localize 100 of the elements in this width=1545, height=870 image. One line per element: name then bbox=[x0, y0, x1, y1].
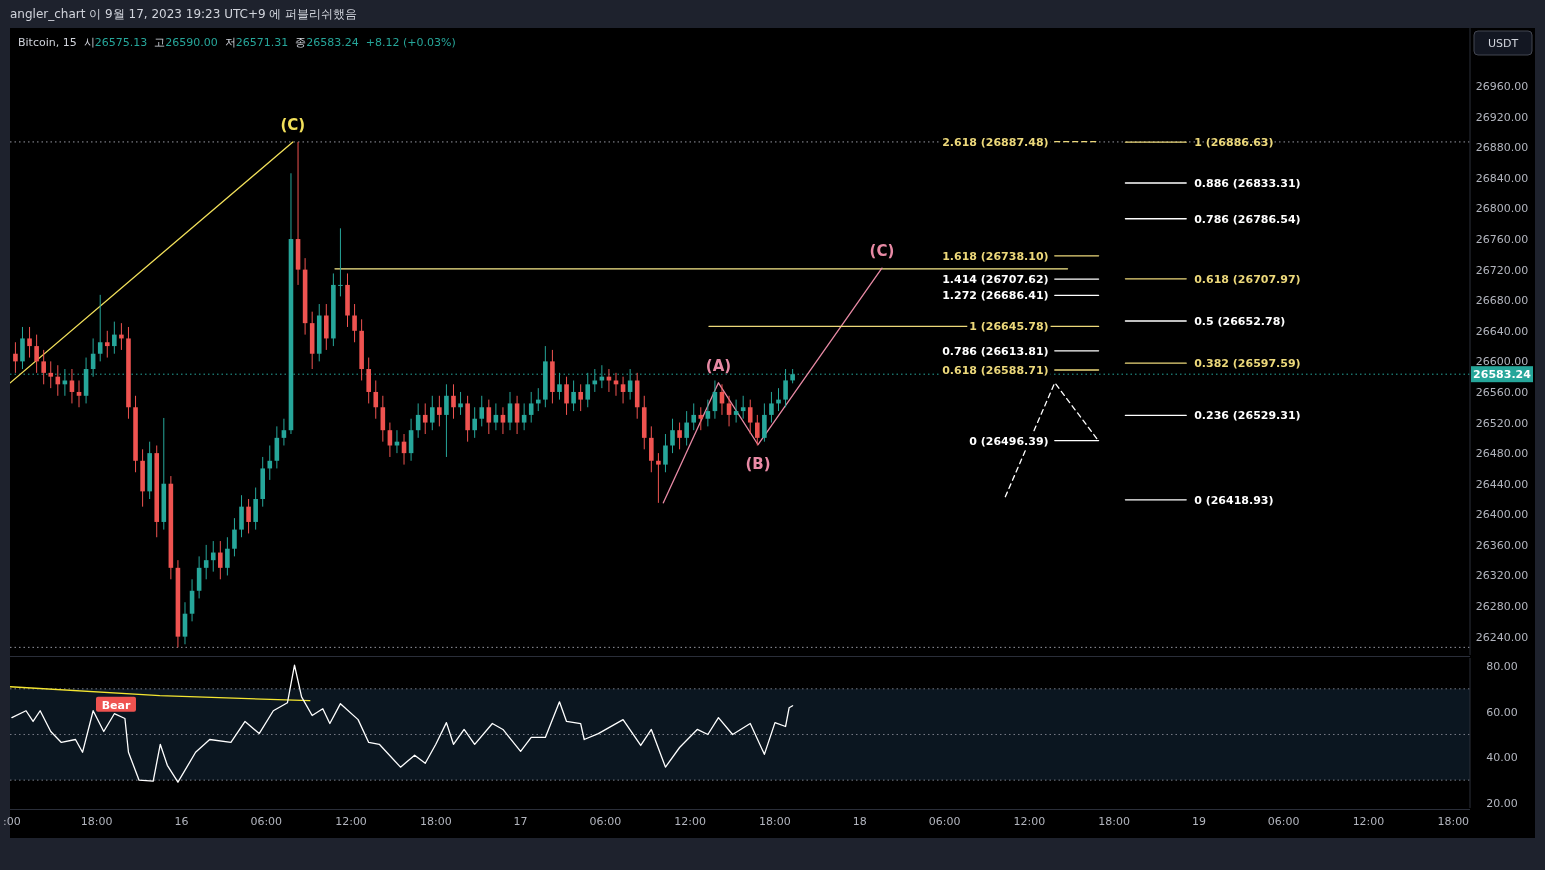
y-tick-label: 26480.00 bbox=[1475, 447, 1529, 461]
candlestick bbox=[670, 418, 675, 454]
x-tick-label: 06:00 bbox=[589, 815, 622, 828]
candlestick bbox=[422, 402, 428, 435]
candlestick bbox=[218, 540, 223, 580]
candlestick bbox=[210, 540, 216, 573]
y-tick-label: 26560.00 bbox=[1475, 385, 1529, 399]
y-tick-label: 26400.00 bbox=[1475, 508, 1529, 522]
y-tick-label: 26640.00 bbox=[1475, 324, 1529, 338]
annotation: (C) bbox=[280, 115, 306, 134]
candlestick bbox=[663, 433, 668, 473]
candlestick bbox=[649, 425, 654, 473]
annotation: (A) bbox=[705, 356, 732, 375]
candlestick bbox=[429, 395, 435, 431]
series-label: 0.5 (26652.78) bbox=[1194, 315, 1286, 329]
candlestick bbox=[366, 357, 371, 404]
candlestick bbox=[500, 406, 506, 435]
candlestick bbox=[281, 418, 287, 446]
candlestick bbox=[324, 303, 329, 351]
x-tick-label: 18:00 bbox=[759, 815, 791, 828]
y-tick-label: 26720.00 bbox=[1475, 263, 1529, 277]
y-tick-label: 26880.00 bbox=[1475, 141, 1529, 155]
y-tick-label: 26280.00 bbox=[1475, 600, 1529, 614]
candlestick bbox=[528, 391, 534, 424]
candlestick bbox=[20, 326, 25, 370]
candlestick bbox=[97, 294, 103, 362]
candlestick bbox=[112, 321, 117, 355]
candlestick bbox=[246, 498, 251, 534]
candlestick bbox=[239, 494, 244, 538]
x-tick-label: 17 bbox=[513, 815, 528, 828]
candlestick bbox=[352, 303, 357, 343]
candlestick bbox=[762, 402, 767, 443]
x-tick-label: 18:00 bbox=[1437, 815, 1470, 828]
y-tick-label: 26920.00 bbox=[1475, 110, 1529, 124]
y-tick-label: 80.00 bbox=[1486, 659, 1518, 673]
candlestick bbox=[437, 395, 442, 427]
x-tick-label: 18:00 bbox=[80, 815, 113, 828]
candlestick bbox=[104, 330, 110, 359]
series-label: 1 (26886.63) bbox=[1194, 136, 1274, 150]
series-label: 1.272 (26686.41) bbox=[942, 289, 1049, 303]
candlestick bbox=[769, 391, 774, 424]
series-label: 0.618 (26588.71) bbox=[942, 364, 1049, 378]
series-label: 1.618 (26738.10) bbox=[942, 249, 1049, 263]
candlestick bbox=[13, 341, 18, 374]
line-series bbox=[662, 267, 883, 504]
series-label: 0 (26418.93) bbox=[1194, 493, 1274, 507]
candlestick bbox=[486, 399, 492, 435]
x-tick-label: 06:00 bbox=[250, 815, 283, 828]
y-tick-label: 26240.00 bbox=[1475, 630, 1529, 644]
candlestick bbox=[48, 360, 54, 389]
line-series bbox=[11, 664, 794, 783]
y-tick-label: 60.00 bbox=[1486, 705, 1518, 719]
y-tick-label: 26440.00 bbox=[1475, 477, 1529, 491]
series-label: 0.886 (26833.31) bbox=[1194, 176, 1301, 190]
candlestick bbox=[338, 227, 343, 297]
candlestick bbox=[69, 368, 75, 404]
candlestick bbox=[507, 391, 513, 431]
x-tick-label: 12:00 bbox=[1013, 815, 1046, 828]
series-label: 2.618 (26887.48) bbox=[942, 135, 1049, 149]
candlestick bbox=[564, 376, 569, 416]
series-label: 0.618 (26707.97) bbox=[1194, 272, 1301, 286]
y-tick-label: 40.00 bbox=[1486, 751, 1518, 765]
candlestick bbox=[267, 444, 273, 481]
candlestick bbox=[698, 406, 704, 431]
y-axis-title: USDT bbox=[1487, 37, 1519, 50]
x-tick-label: 18 bbox=[852, 815, 867, 828]
y-tick-label: 20.00 bbox=[1486, 796, 1518, 810]
x-tick-label: 18:00 bbox=[419, 815, 452, 828]
candlestick bbox=[444, 383, 449, 458]
x-tick-label: 19 bbox=[1191, 815, 1206, 828]
x-tick-label: 06:00 bbox=[1267, 815, 1300, 828]
candlestick bbox=[225, 536, 230, 576]
y-tick-label: 26960.00 bbox=[1475, 80, 1529, 94]
chart-title: angler_chart 이 9월 17, 2023 19:23 UTC+9 에 퍼블리쉬했음 bbox=[10, 7, 358, 21]
candlestick bbox=[726, 395, 732, 427]
candlestick bbox=[521, 402, 527, 431]
candlestick bbox=[493, 402, 499, 431]
candlestick bbox=[458, 391, 463, 416]
candlestick bbox=[656, 452, 661, 504]
candlestick bbox=[232, 517, 237, 557]
candlestick bbox=[684, 410, 689, 446]
x-tick-label: 16 bbox=[174, 815, 189, 828]
candlestick bbox=[472, 406, 477, 439]
candlestick bbox=[578, 383, 583, 412]
candlestick bbox=[373, 380, 379, 420]
annotation: Bear bbox=[101, 698, 131, 712]
y-tick-label: 26800.00 bbox=[1475, 202, 1529, 216]
series-label: 0.786 (26786.54) bbox=[1194, 212, 1301, 226]
y-tick-label: 26840.00 bbox=[1475, 171, 1529, 185]
y-tick-label: 26360.00 bbox=[1475, 538, 1529, 552]
candlestick bbox=[747, 399, 753, 435]
candlestick bbox=[479, 395, 485, 427]
y-tick-label: 26680.00 bbox=[1475, 294, 1529, 308]
x-tick-label: 18:00 bbox=[1098, 815, 1130, 828]
y-tick-label: 26320.00 bbox=[1475, 569, 1529, 583]
candlestick bbox=[677, 422, 682, 450]
candlestick bbox=[253, 487, 258, 531]
series-label: 0.382 (26597.59) bbox=[1194, 357, 1301, 371]
ref-line-label: 26583.24 bbox=[1473, 368, 1532, 382]
x-tick-label: 12:00 bbox=[1352, 815, 1385, 828]
